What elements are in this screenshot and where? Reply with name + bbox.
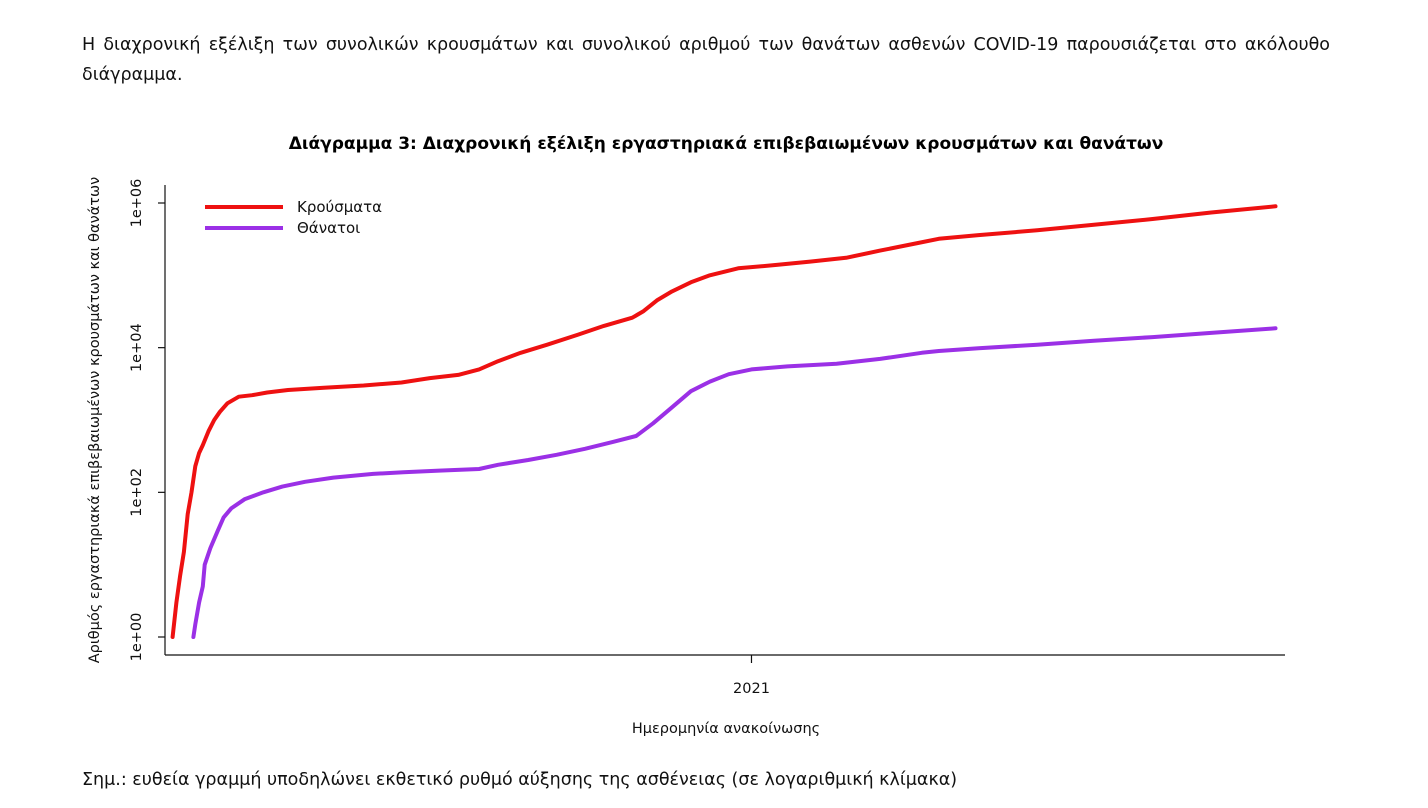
x-tick-group: 2021 [733,655,770,697]
legend-label: Κρούσματα [297,198,382,216]
footnote: Σημ.: ευθεία γραμμή υποδηλώνει εκθετικό … [82,770,958,790]
y-tick-label: 1e+02 [129,468,145,517]
y-axis-label: Αριθμός εργαστηριακά επιβεβαιωμένων κρου… [87,177,103,663]
chart-title: Διάγραμμα 3: Διαχρονική εξέλιξη εργαστηρ… [289,134,1164,154]
y-tick-label: 1e+04 [129,323,145,372]
line-chart: Διάγραμμα 3: Διαχρονική εξέλιξη εργαστηρ… [87,134,1285,737]
x-tick-label: 2021 [733,681,770,697]
series-layer [170,204,1278,639]
series-line-deaths [191,326,1278,639]
x-axis-label: Ημερομηνία ανακοίνωσης [632,721,820,737]
y-tick-label: 1e+00 [129,613,145,662]
y-tick-group: 1e+00 1e+02 1e+04 1e+06 [129,179,165,662]
y-tick-label: 1e+06 [129,179,145,228]
series-line-cases [170,204,1278,639]
intro-paragraph: Η διαχρονική εξέλιξη των συνολικών κρουσ… [82,35,1330,85]
plot-axes [164,185,1285,656]
legend-label: Θάνατοι [297,219,360,237]
chart-legend: Κρούσματα Θάνατοι [205,198,382,237]
